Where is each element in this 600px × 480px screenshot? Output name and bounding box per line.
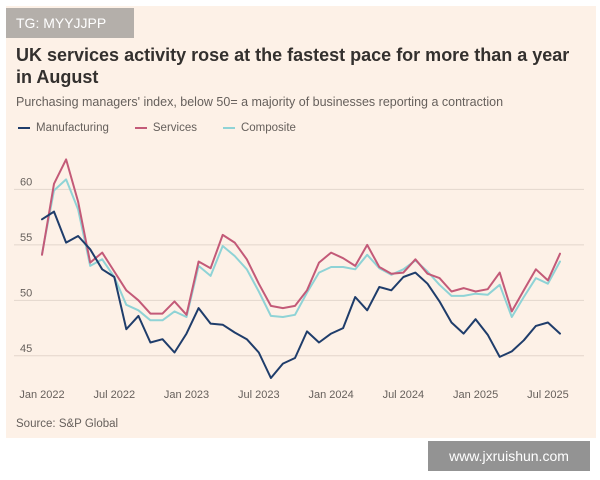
legend-label-composite: Composite [240,122,296,134]
y-tick-label-50: 50 [20,287,32,299]
top-watermark: TG: MYYJJPP [6,8,134,38]
legend-swatch-manufacturing [18,127,30,129]
y-tick-label-60: 60 [20,176,32,188]
chart-source: Source: S&P Global [16,418,119,430]
legend-item-composite: Composite [222,122,296,134]
x-tick-label-5: Jul 2024 [383,389,425,401]
x-tick-label-0: Jan 2022 [19,389,64,401]
chart-legend: Manufacturing Services Composite [18,120,296,136]
y-tick-label-55: 55 [20,232,32,244]
y-tick-label-45: 45 [20,343,32,355]
x-tick-label-4: Jan 2024 [308,389,353,401]
chart-subtitle: Purchasing managers' index, below 50= a … [16,95,504,109]
bottom-watermark: www.jxruishun.com [428,441,590,471]
series-line-services [41,158,561,316]
legend-item-manufacturing: Manufacturing [18,122,109,134]
legend-swatch-services [134,127,147,129]
x-tick-label-6: Jan 2025 [453,389,498,401]
x-tick-label-7: Jul 2025 [527,389,569,401]
x-tick-label-3: Jul 2023 [238,389,280,401]
chart-title: UK services activity rose at the fastest… [16,45,570,87]
x-tick-label-2: Jan 2023 [164,389,209,401]
legend-label-services: Services [152,122,197,134]
series-line-composite [41,178,561,322]
legend-item-services: Services [134,122,197,134]
chart-card [6,6,596,438]
legend-label-manufacturing: Manufacturing [36,122,109,134]
series-line-manufacturing [41,210,561,379]
x-tick-label-1: Jul 2022 [93,389,135,401]
legend-swatch-composite [222,127,235,129]
